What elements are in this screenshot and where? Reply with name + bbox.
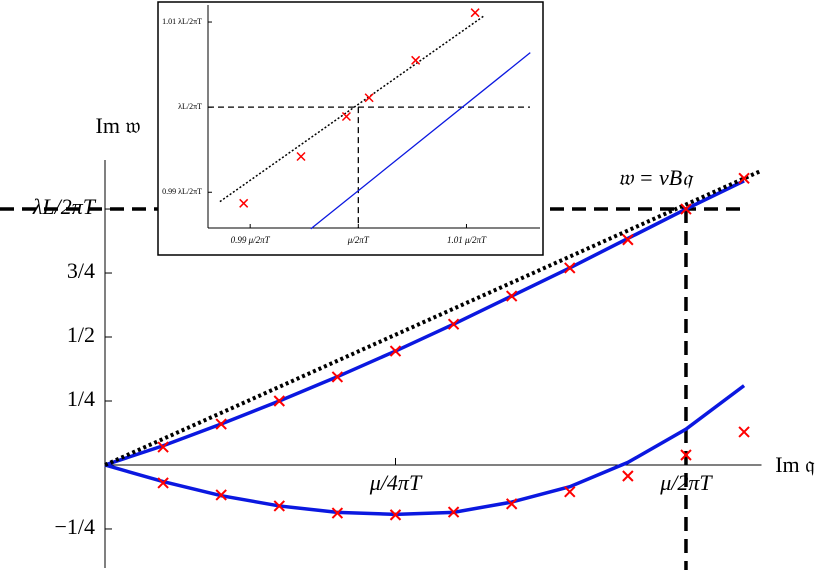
y-tick-label: 1/2 [67, 322, 95, 347]
y-axis-label: Im 𝔴 [96, 113, 141, 138]
x-tick-label: 0.99 μ/2πT [231, 235, 271, 245]
data-point [389, 509, 402, 521]
main-plot: −1/4 1/4 1/2 3/4 λL/2πT μ/4πT μ/2πT Im 𝔴 Im 𝔮 𝔴 =… [0, 113, 815, 570]
data-point [564, 262, 576, 274]
data-point [215, 418, 227, 430]
x-tick-label: μ/2πT [347, 235, 370, 245]
y-tick-label: 1/4 [67, 386, 95, 411]
curve [104, 179, 745, 467]
curve [104, 384, 746, 517]
data-point [273, 395, 285, 407]
data-point [273, 500, 285, 512]
data-point [331, 371, 344, 383]
data-point [411, 55, 421, 65]
y-tick-label: λL/2πT [32, 194, 97, 219]
inset-frame [157, 1, 544, 256]
x-tick-label: μ/4πT [369, 470, 423, 495]
y-tick-label: 0.99 λL/2πT [162, 187, 202, 196]
data-point [505, 290, 518, 302]
data-point [564, 486, 576, 498]
data-point [447, 318, 460, 330]
dotted-line [219, 15, 485, 203]
curve [310, 52, 531, 230]
data-point [331, 507, 344, 519]
data-point [296, 151, 306, 162]
data-point [215, 489, 227, 501]
data-point [470, 8, 480, 18]
data-point [157, 441, 169, 453]
data-point [622, 234, 634, 246]
data-point [738, 426, 750, 438]
data-point [341, 111, 351, 122]
data-point [239, 198, 249, 208]
y-tick-label: 1.01 λL/2πT [162, 17, 202, 26]
data-point [157, 477, 169, 489]
data-point [680, 203, 692, 215]
data-point [447, 506, 460, 518]
data-point [680, 449, 692, 461]
x-axis-label: Im 𝔮 [775, 452, 815, 477]
data-point [364, 93, 374, 103]
y-tick-label: λL/2πT [178, 102, 202, 111]
data-point [389, 345, 402, 357]
data-point [505, 498, 518, 510]
inset-plot: 0.99 λL/2πT λL/2πT 1.01 λL/2πT 0.99 μ/2πT μ/… [162, 5, 540, 245]
y-tick-label: 3/4 [67, 258, 95, 283]
data-point [738, 172, 750, 185]
data-point [622, 470, 634, 482]
annotation: 𝔴 = vB𝔮 [618, 165, 694, 190]
x-tick-label: 1.01 μ/2πT [447, 235, 487, 245]
y-tick-label: −1/4 [54, 514, 95, 539]
